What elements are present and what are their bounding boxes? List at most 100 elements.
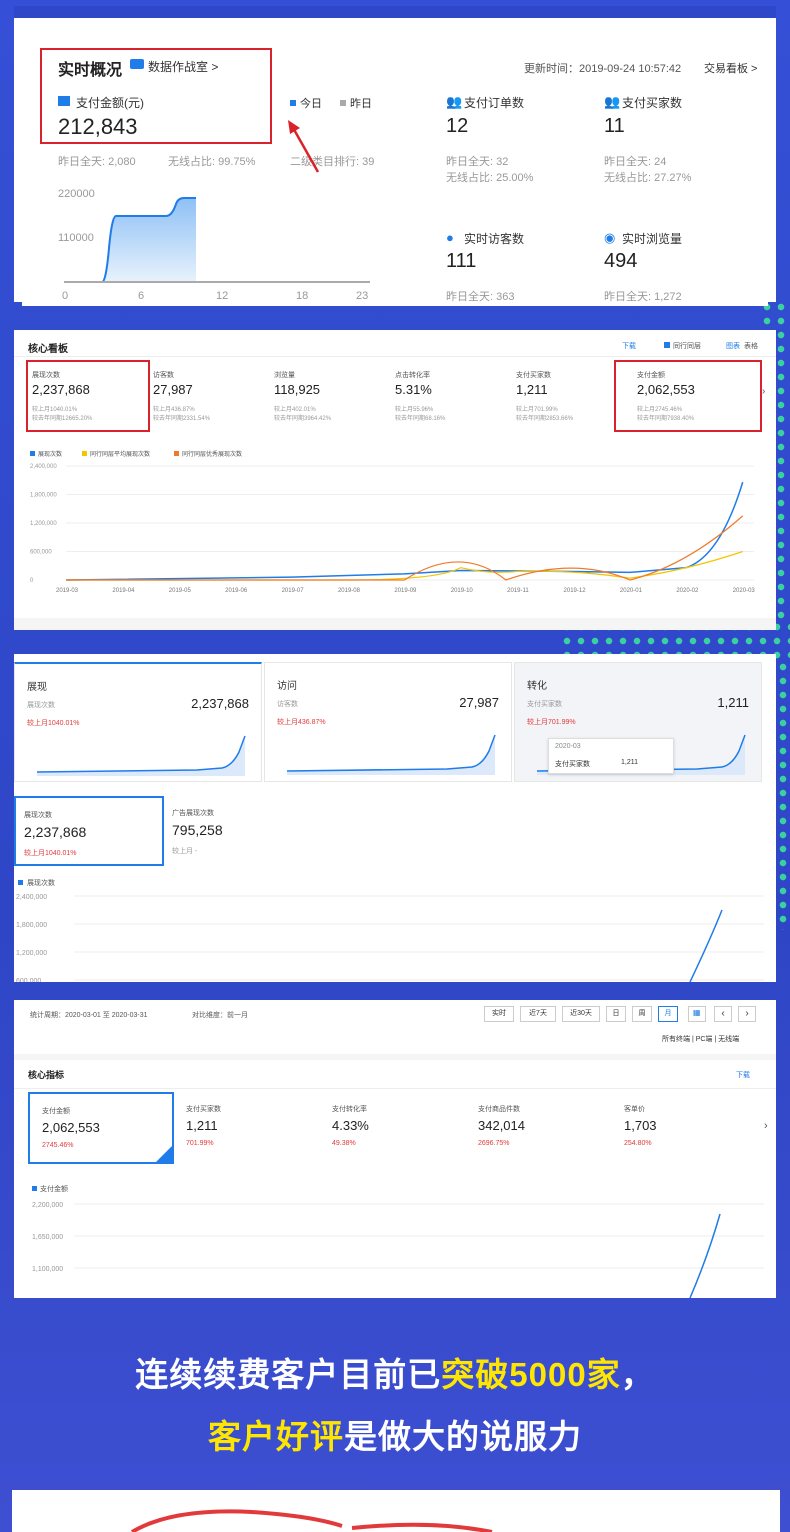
metric-card[interactable]: 浏览量 118,925 较上月402.01% 较去年同期3964.42% [272,362,390,430]
legend-marker [82,451,87,456]
legend-item[interactable]: 展现次数 [38,452,63,458]
metric-card[interactable]: 点击转化率 5.31% 较上月55.96% 较去年同期68.16% [393,362,511,430]
x-tick: 2020-02 [676,588,699,594]
highlight-box [26,360,150,432]
tab-title: 展现 [27,682,47,693]
period-button[interactable]: 实时 [484,1006,514,1022]
update-time: 更新时间：2019-09-24 10:57:42 [524,63,682,75]
y-tick: 1,200,000 [30,521,57,527]
data-warroom-link[interactable]: 数据作战室 > [148,60,219,74]
legend-yesterday-marker [340,100,346,106]
channel-filter[interactable]: 所有终端 | PC端 | 无线端 [662,1036,740,1043]
decoration-dots [776,660,790,930]
legend-marker [32,1186,37,1191]
metric-card[interactable]: 展现次数 2,237,868 较上月1040.01% 较去年同期12665.20% [30,362,148,430]
funnel-tab[interactable]: 展现 展现次数 2,237,868 较上月1040.01% [14,662,262,782]
metric-card[interactable]: 广告展现次数 795,258 较上月 - [164,796,314,866]
metric-compare: 2745.46% [42,1142,74,1149]
tooltip-label: 支付买家数 [555,761,590,768]
metric-card[interactable]: 支付金额 2,062,553 2745.46% [28,1092,174,1164]
legend-yesterday[interactable]: 昨日 [350,98,372,110]
realtime-chart [64,197,370,283]
metric-card[interactable]: 客单价 1,703 254.80% [612,1092,758,1164]
metric-compare-year: 较去年同期2853.66% [516,416,574,422]
wallet-icon [58,96,70,106]
period-button[interactable]: 日 [606,1006,626,1022]
section-title: 核心看板 [28,344,68,355]
checkbox-icon[interactable] [664,342,670,348]
legend-item[interactable]: 同行同层平均展现次数 [90,452,151,458]
today-line [64,197,196,283]
metric-card[interactable]: 支付金额 2,062,553 较上月2745.46% 较去年同期7938.40% [635,362,753,430]
metric-card[interactable]: 访客数 27,987 较上月436.87% 较去年同期2331.54% [151,362,269,430]
x-tick: 18 [296,290,309,302]
legend-item[interactable]: 同行同层优秀展现次数 [182,452,243,458]
slogan-text: 是做大的说服力 [344,1418,582,1455]
y-tick: 600,000 [16,978,41,982]
prev-icon[interactable]: ‹ [714,1006,732,1022]
slogan-line-1: 连续续费客户目前已突破5000家， [0,1348,790,1396]
visitors-label: 实时访客数 [464,232,525,246]
view-table[interactable]: 表格 [744,343,758,350]
y-tick: 2,400,000 [16,894,47,901]
tab-compare: 较上月701.99% [527,719,576,726]
tab-sub: 访客数 [277,701,298,708]
metric-compare: 49.38% [332,1140,356,1147]
legend-item[interactable]: 展现次数 [27,880,55,887]
metric-compare-month: 较上月402.01% [274,407,316,413]
peer-toggle[interactable]: 同行同层 [673,343,701,350]
period-button[interactable]: 近30天 [562,1006,600,1022]
tab-value: 27,987 [459,695,499,710]
download-link[interactable]: 下载 [736,1072,750,1079]
slogan-highlight: 突破5000家 [441,1356,621,1393]
pv-value: 494 [604,250,638,272]
legend-today[interactable]: 今日 [300,98,322,110]
metric-value: 2,237,868 [24,824,87,840]
series-line-peer-excellent [66,515,744,581]
y-tick: 1,800,000 [30,493,57,499]
next-arrow-icon[interactable]: › [762,386,766,397]
period-button[interactable]: 月 [658,1006,678,1022]
metric-card[interactable]: 支付转化率 4.33% 49.38% [320,1092,466,1164]
x-tick: 6 [138,290,145,302]
core-board-panel: 核心看板 下载 同行同层 图表 表格 展现次数 2,237,868 较上月1040.… [14,330,776,630]
metric-label: 浏览量 [274,372,295,379]
today-area [64,198,196,282]
period-button[interactable]: 周 [632,1006,652,1022]
tab-sub: 展现次数 [27,702,55,709]
x-tick: 2019-07 [282,588,305,594]
view-chart[interactable]: 图表 [726,343,740,350]
section-title: 核心指标 [28,1070,65,1080]
metric-card-selected[interactable]: 展现次数 2,237,868 较上月1040.01% [14,796,164,866]
calendar-icon[interactable]: ▦ [688,1006,706,1022]
metric-card[interactable]: 支付商品件数 342,014 2696.75% [466,1092,612,1164]
next-arrow-icon[interactable]: › [764,1120,768,1132]
download-link[interactable]: 下载 [622,343,636,350]
legend-marker [18,880,23,885]
tab-sub: 支付买家数 [527,701,562,708]
buyers-label: 支付买家数 [622,96,683,110]
trade-board-link[interactable]: 交易看板 > [704,63,758,75]
tab-compare: 较上月436.87% [277,719,326,726]
legend-item[interactable]: 支付金额 [40,1186,68,1193]
metric-card[interactable]: 支付买家数 1,211 701.99% [174,1092,320,1164]
y-tick: 2,400,000 [30,464,57,470]
wireless-ratio: 无线占比: 99.75% [168,156,256,168]
visitors-yesterday: 昨日全天: 363 [446,291,515,303]
y-tick: 220000 [58,188,95,200]
red-arrow [288,120,320,173]
series-line-peer-average [66,550,743,581]
orders-value: 12 [446,115,469,137]
next-icon[interactable]: › [738,1006,756,1022]
legend-marker [30,451,35,456]
metric-card[interactable]: 支付买家数 1,211 较上月701.99% 较去年同期2853.66% [514,362,632,430]
funnel-tab[interactable]: 访问 访客数 27,987 较上月436.87% [264,662,512,782]
metric-value: 2,237,868 [32,382,90,397]
metric-compare: 较上月1040.01% [24,850,77,857]
metric-value: 795,258 [172,822,223,838]
tooltip-value: 1,211 [621,759,638,766]
period-button[interactable]: 近7天 [520,1006,556,1022]
metric-label: 展现次数 [24,812,52,819]
metric-compare-year: 较去年同期12665.20% [32,416,93,422]
series-line-impressions [65,481,744,581]
